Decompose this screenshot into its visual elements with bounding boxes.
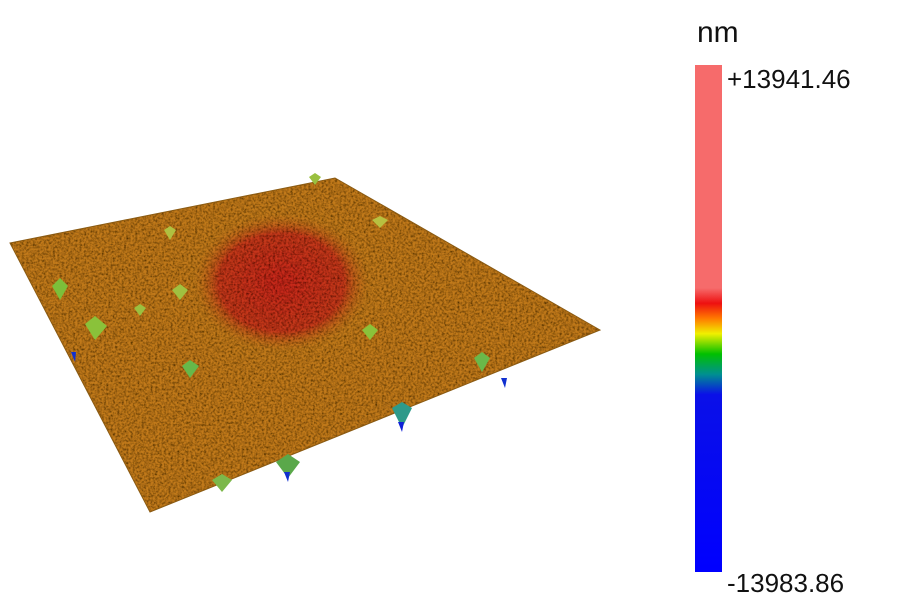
surface-plot: [9, 173, 602, 513]
max-label: +13941.46: [727, 64, 851, 94]
surface-peaks: [52, 173, 507, 492]
color-scale: nm +13941.46 -13983.86: [695, 16, 851, 598]
min-label: -13983.86: [727, 568, 844, 598]
color-bar: [695, 65, 722, 572]
unit-label: nm: [697, 16, 739, 49]
